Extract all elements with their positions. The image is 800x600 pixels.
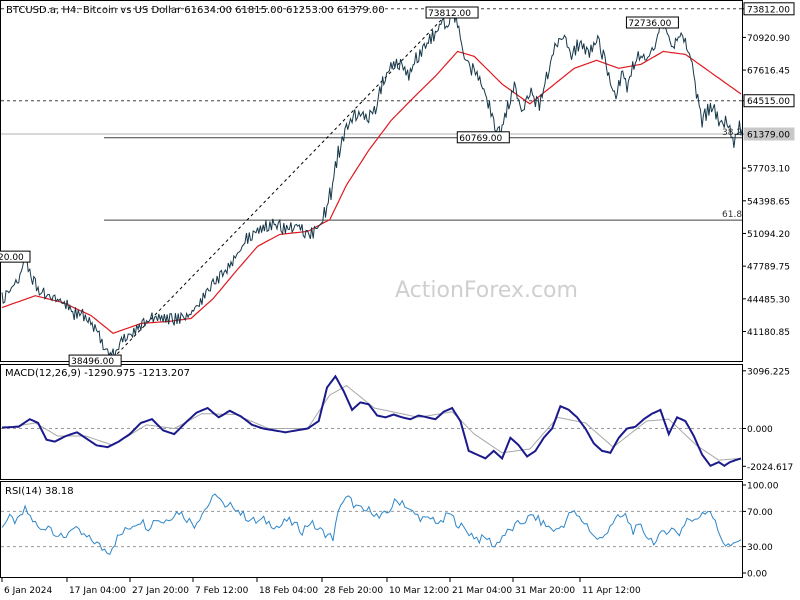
macd-panel-frame (0, 364, 743, 480)
price-annotation-box-2 (456, 131, 510, 144)
price-tick-label-6: 54398.65 (747, 197, 790, 207)
macd-line-layer (1, 374, 742, 468)
x-tick-label-8: 31 Mar 20:00 (515, 586, 575, 596)
price-annotation-box-3 (68, 354, 122, 367)
price-series-line (1, 8, 743, 360)
x-tick-label-9: 11 Apr 12:00 (582, 586, 641, 596)
x-tick-label-1: 17 Jan 04:00 (69, 586, 126, 596)
price-tick-box-0 (743, 2, 795, 16)
macd-tick-label-0: 3096.225 (747, 367, 790, 377)
price-tick-label-0: 73812.00 (747, 5, 790, 15)
price-layer (1, 8, 743, 360)
x-tick-label-6: 10 Mar 12:00 (389, 586, 449, 596)
price-tick-label-9: 44485.30 (747, 295, 790, 305)
moving-average-layer (1, 50, 742, 334)
price-annotation-box-0 (425, 6, 479, 19)
rsi-title: RSI(14) 38.18 (5, 486, 74, 497)
price-hlines (1, 8, 742, 135)
price-annotation-box-4 (0, 250, 31, 263)
x-tick-label-0: 6 Jan 2024 (4, 586, 52, 596)
fib-levels: 38.2 61.8 (104, 128, 742, 221)
rsi-levels (1, 510, 742, 548)
price-y-axis: 73812.00 70920.90 67616.45 64515.00 61379.00… (742, 2, 795, 338)
x-tick-label-7: 21 Mar 04:00 (452, 586, 512, 596)
price-tick-label-3: 64515.00 (747, 97, 790, 107)
macd-y-axis: 3096.225 0.000 -2024.617 (742, 367, 793, 473)
rsi-panel-frame (0, 481, 743, 578)
price-annotation-box-1 (625, 16, 679, 29)
x-tick-label-4: 18 Feb 04:00 (259, 586, 318, 596)
price-tick-label-4: 61379.00 (747, 131, 790, 141)
x-tick-label-2: 27 Jan 20:00 (132, 586, 189, 596)
macd-title: MACD(12,26,9) -1290.975 -1213.207 (5, 368, 190, 379)
rsi-series-line (1, 493, 742, 556)
rsi-y-axis: 100.00 70.00 30.00 0.00 (742, 482, 779, 580)
rsi-line-layer (1, 493, 742, 556)
price-tick-box-4 (743, 127, 795, 141)
macd-main-line (1, 374, 742, 468)
rsi-tick-label-3: 0.00 (747, 570, 767, 580)
price-tick-label-1: 70920.90 (747, 34, 790, 44)
price-tick-label-8: 47789.75 (747, 263, 790, 273)
macd-tick-label-2: -2024.617 (747, 463, 793, 473)
price-panel-frame (0, 0, 743, 362)
price-tick-box-3 (743, 94, 795, 108)
price-tick-label-7: 51094.20 (747, 230, 790, 240)
price-tick-label-5: 57703.10 (747, 165, 790, 175)
moving-average-line (1, 50, 742, 334)
macd-tick-label-1: 0.000 (747, 425, 773, 435)
price-annotation-3: 38496.00 (71, 357, 114, 367)
rsi-tick-label-0: 100.00 (747, 482, 779, 492)
macd-signal-line (1, 384, 742, 461)
x-tick-label-5: 28 Feb 20:00 (324, 586, 383, 596)
price-tick-label-10: 41180.85 (747, 328, 790, 338)
price-tick-label-2: 67616.45 (747, 67, 790, 77)
price-annotation-4: 20.00 (0, 253, 24, 263)
x-axis: 6 Jan 2024 17 Jan 04:00 27 Jan 20:00 7 Feb … (1, 578, 641, 596)
macd-signal-layer (1, 384, 742, 461)
x-tick-label-3: 7 Feb 12:00 (195, 586, 249, 596)
price-annotation-1: 72736.00 (628, 19, 671, 29)
fib-label-0: 38.2 (722, 128, 742, 138)
rsi-tick-label-2: 30.00 (747, 543, 773, 553)
price-annotation-0: 73812.00 (428, 9, 471, 19)
price-annotation-2: 60769.00 (459, 134, 502, 144)
rsi-tick-label-1: 70.00 (747, 508, 773, 518)
fib-label-1: 61.8 (722, 210, 742, 220)
price-header: BTCUSD.a, H4: Bitcoin vs US Dollar 61634… (6, 5, 385, 16)
price-annotations: 73812.00 72736.00 60769.00 38496.00 20.00 (0, 6, 679, 367)
watermark: ActionForex.com (395, 278, 578, 303)
